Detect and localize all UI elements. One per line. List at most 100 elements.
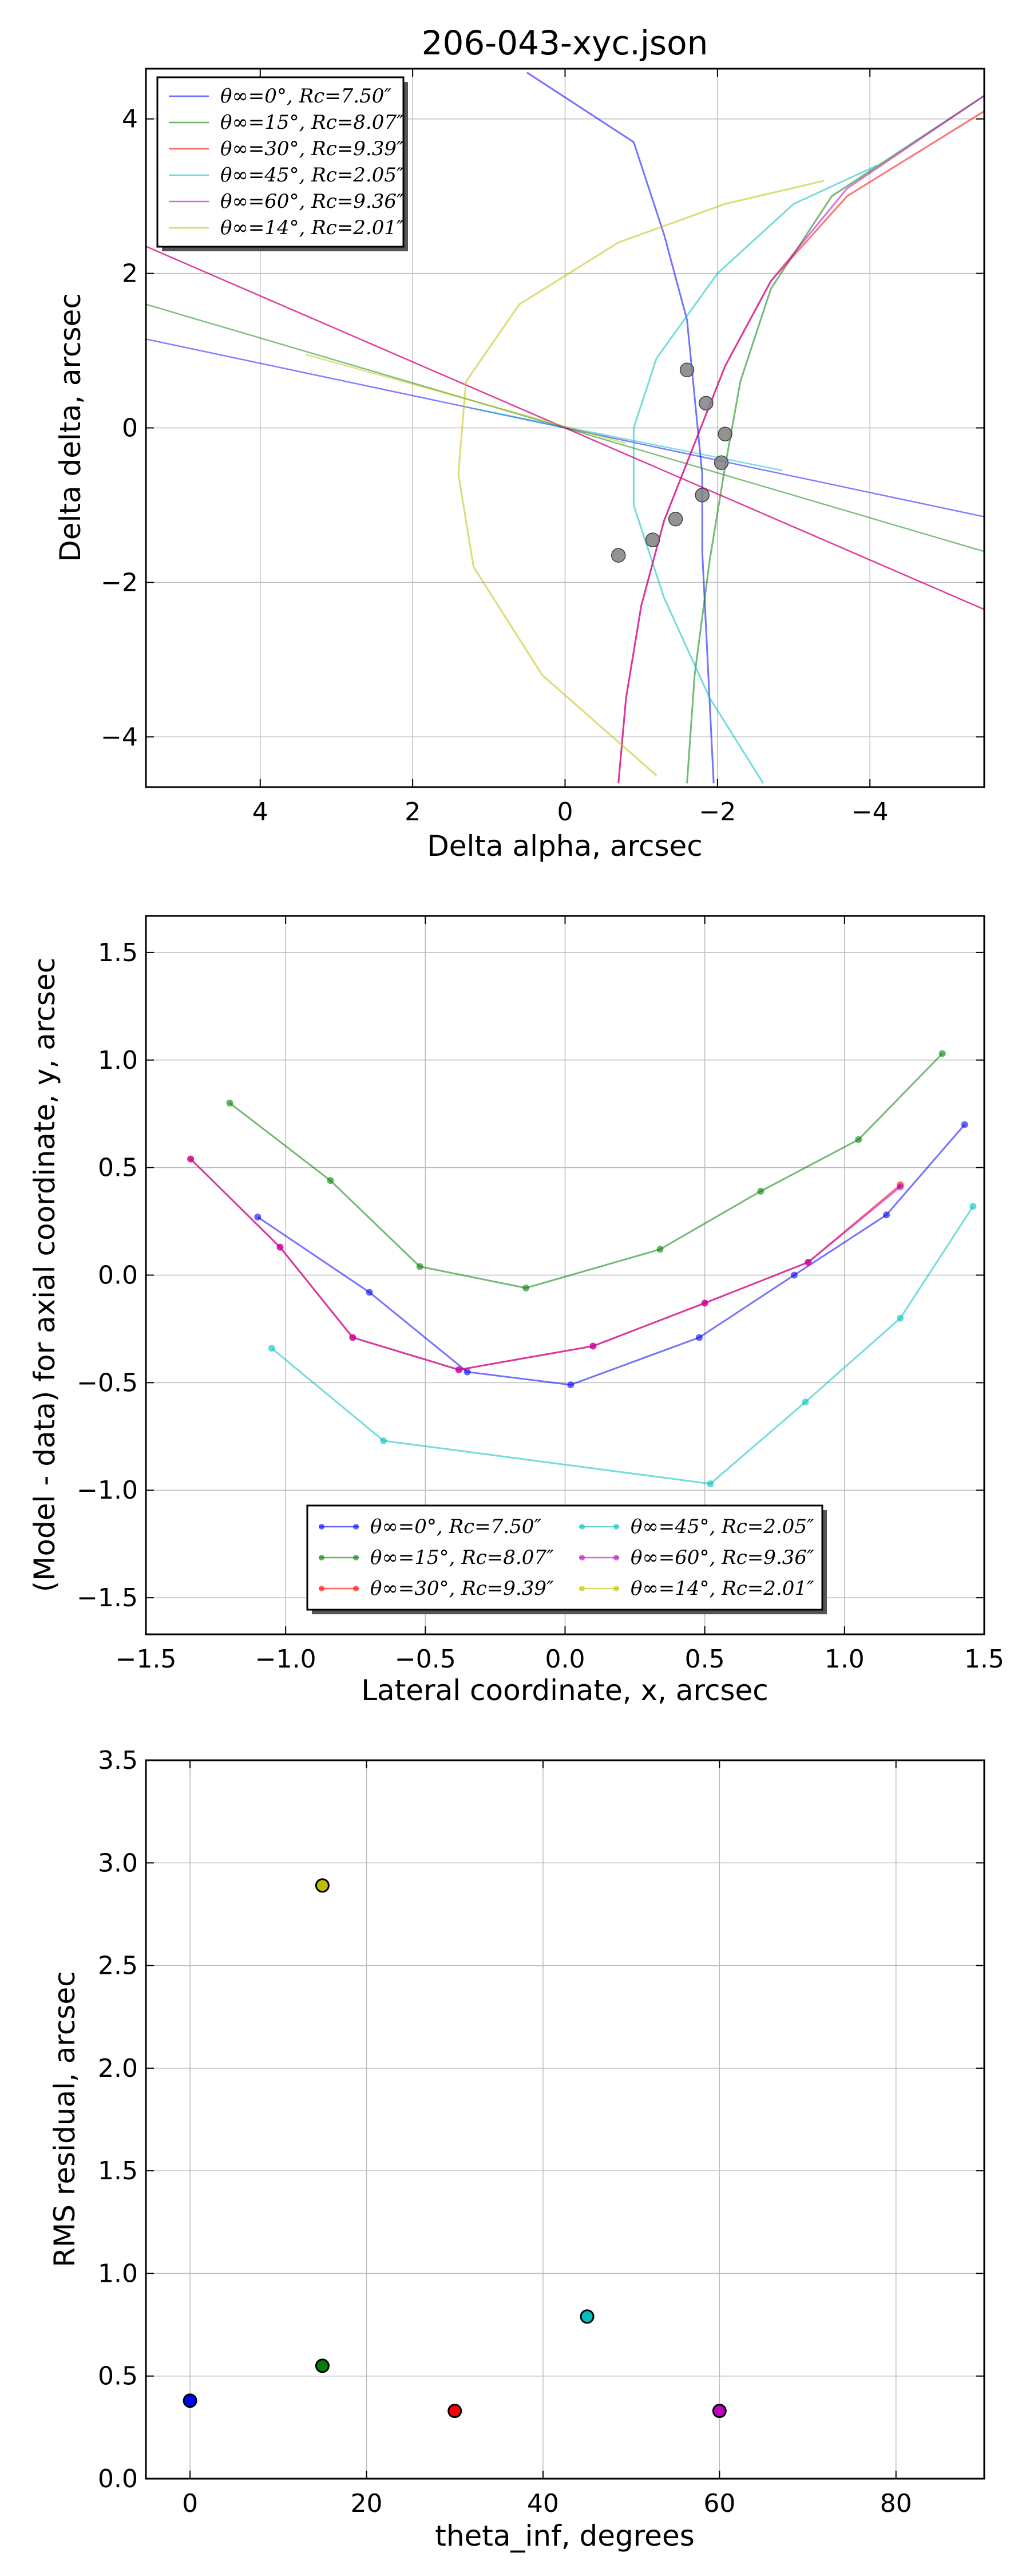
legend: θ∞=0°, Rc=7.50″ θ∞=15°, Rc=8.07″ θ∞=30°, R…	[156, 76, 408, 251]
legend-marker	[613, 1586, 619, 1591]
legend-marker	[319, 1555, 324, 1560]
legend-marker	[353, 1555, 359, 1560]
y-tick-label: −2	[101, 568, 138, 597]
x-tick-label: 0.5	[685, 1645, 725, 1674]
x-tick-label: 80	[880, 2489, 912, 2518]
series-asymptote	[306, 354, 627, 444]
x-tick-label: 1.5	[964, 1645, 1004, 1674]
legend-label: θ∞=45°, Rc=2.05″	[220, 164, 404, 187]
x-tick-label: 4	[252, 797, 268, 827]
series-marker	[522, 1285, 530, 1292]
legend-label: θ∞=30°, Rc=9.39″	[220, 137, 404, 160]
x-tick-label: 1.0	[825, 1645, 865, 1674]
series-marker	[757, 1187, 764, 1195]
legend-label: θ∞=0°, Rc=7.50″	[220, 85, 391, 108]
x-tick-label: −1.5	[116, 1645, 177, 1674]
series-curve	[632, 164, 878, 784]
data-point	[695, 488, 710, 503]
legend-marker	[579, 1586, 585, 1591]
tick-marks: 4 2 0 −2 −4 4 2 0 −2 −4	[101, 69, 984, 827]
y-tick-label: 0.5	[98, 1153, 138, 1183]
panel-residuals: −1.5 −1.0 −0.5 0.0 0.5 1.0 1.5 −1.5 −1.0 −0.5 0.0 0…	[28, 915, 1004, 1707]
x-tick-label: 2	[405, 797, 421, 827]
data-point	[645, 532, 660, 547]
x-axis-label: Lateral coordinate, x, arcsec	[361, 1674, 768, 1707]
plot-area	[146, 72, 984, 784]
legend-marker	[319, 1586, 324, 1591]
y-tick-label: 2.5	[98, 1951, 138, 1981]
x-tick-label: 0	[557, 797, 573, 827]
legend-box	[156, 76, 405, 248]
series-marker	[327, 1177, 334, 1184]
series-curve	[617, 110, 984, 784]
series-marker	[938, 1050, 946, 1057]
y-tick-label: 3.5	[98, 1746, 138, 1775]
x-tick-label: −4	[851, 797, 889, 827]
rms-point	[580, 2309, 595, 2324]
series-line	[271, 1206, 974, 1485]
legend-label: θ∞=0°, Rc=7.50″	[370, 1515, 541, 1538]
legend-label: θ∞=15°, Rc=8.07″	[370, 1546, 554, 1569]
panel-rms: 0 20 40 60 80 0.0 0.5 1.0 1.5 2.0 2.5 3.0 3.5 theta_…	[48, 1746, 985, 2553]
x-tick-label: 0.0	[545, 1645, 585, 1674]
series-marker	[805, 1258, 812, 1266]
y-tick-label: 3.0	[98, 1848, 138, 1878]
series-asymptote	[146, 246, 984, 610]
y-tick-label: 1.5	[98, 938, 138, 967]
y-tick-label: 0.0	[98, 2464, 138, 2494]
series-marker	[802, 1398, 809, 1406]
plot-area	[183, 1878, 727, 2419]
y-tick-label: 1.0	[98, 2259, 138, 2288]
tick-marks: 0 20 40 60 80 0.0 0.5 1.0 1.5 2.0 2.5 3.0 3.5	[98, 1746, 984, 2518]
data-point	[714, 455, 729, 470]
rms-point	[447, 2404, 462, 2419]
series-marker	[855, 1136, 862, 1143]
x-tick-label: −0.5	[395, 1645, 456, 1674]
x-tick-label: −2	[699, 797, 736, 827]
series-marker	[656, 1246, 664, 1253]
legend-label: θ∞=14°, Rc=2.01″	[631, 1577, 814, 1600]
series-marker	[455, 1366, 462, 1373]
rms-point	[315, 2358, 330, 2373]
rms-point	[712, 2404, 727, 2419]
series-marker	[969, 1203, 977, 1210]
panel-trajectory: 206-043-xyc.json 4 2 0 −2 −4 4 2 0 −2 −4 Delta al…	[54, 23, 985, 863]
y-tick-label: −1.0	[77, 1476, 138, 1505]
series-marker	[254, 1214, 262, 1221]
x-tick-label: −1.0	[255, 1645, 316, 1674]
legend-marker	[319, 1524, 324, 1530]
series-marker	[349, 1334, 356, 1341]
series-marker	[790, 1271, 798, 1279]
series-marker	[701, 1299, 708, 1307]
x-tick-label: 40	[527, 2489, 559, 2518]
legend-label: θ∞=60°, Rc=9.36″	[220, 190, 404, 213]
x-tick-label: 60	[703, 2489, 735, 2518]
series-marker	[226, 1099, 233, 1107]
data-point	[679, 362, 695, 378]
tick-marks: −1.5 −1.0 −0.5 0.0 0.5 1.0 1.5 −1.5 −1.0 −0.5 0.0 0…	[77, 916, 1004, 1674]
y-tick-label: 0.5	[98, 2362, 138, 2391]
legend-marker	[613, 1555, 619, 1560]
axes-frame	[145, 1759, 985, 2480]
y-tick-label: 1.0	[98, 1046, 138, 1075]
y-tick-label: 0.0	[98, 1261, 138, 1290]
legend: θ∞=0°, Rc=7.50″ θ∞=15°, Rc=8.07″ θ∞=30°, R…	[306, 1504, 827, 1614]
series-marker	[695, 1334, 703, 1341]
y-tick-label: 4	[122, 105, 138, 134]
data-point	[611, 548, 626, 563]
data-point	[718, 426, 732, 442]
x-tick-label: 0	[182, 2489, 198, 2518]
series-curve	[686, 94, 984, 784]
chart-title: 206-043-xyc.json	[422, 23, 708, 62]
series-marker	[276, 1243, 284, 1251]
grid	[146, 1760, 984, 2479]
series-curve	[457, 180, 825, 776]
y-tick-label: 0	[122, 414, 138, 443]
legend-marker	[613, 1524, 619, 1530]
series-line	[190, 1158, 901, 1371]
series-marker	[380, 1437, 387, 1444]
x-axis-label: Delta alpha, arcsec	[427, 829, 703, 863]
plot-area	[187, 1050, 977, 1487]
legend-label: θ∞=45°, Rc=2.05″	[631, 1515, 814, 1538]
series-marker	[366, 1289, 373, 1296]
